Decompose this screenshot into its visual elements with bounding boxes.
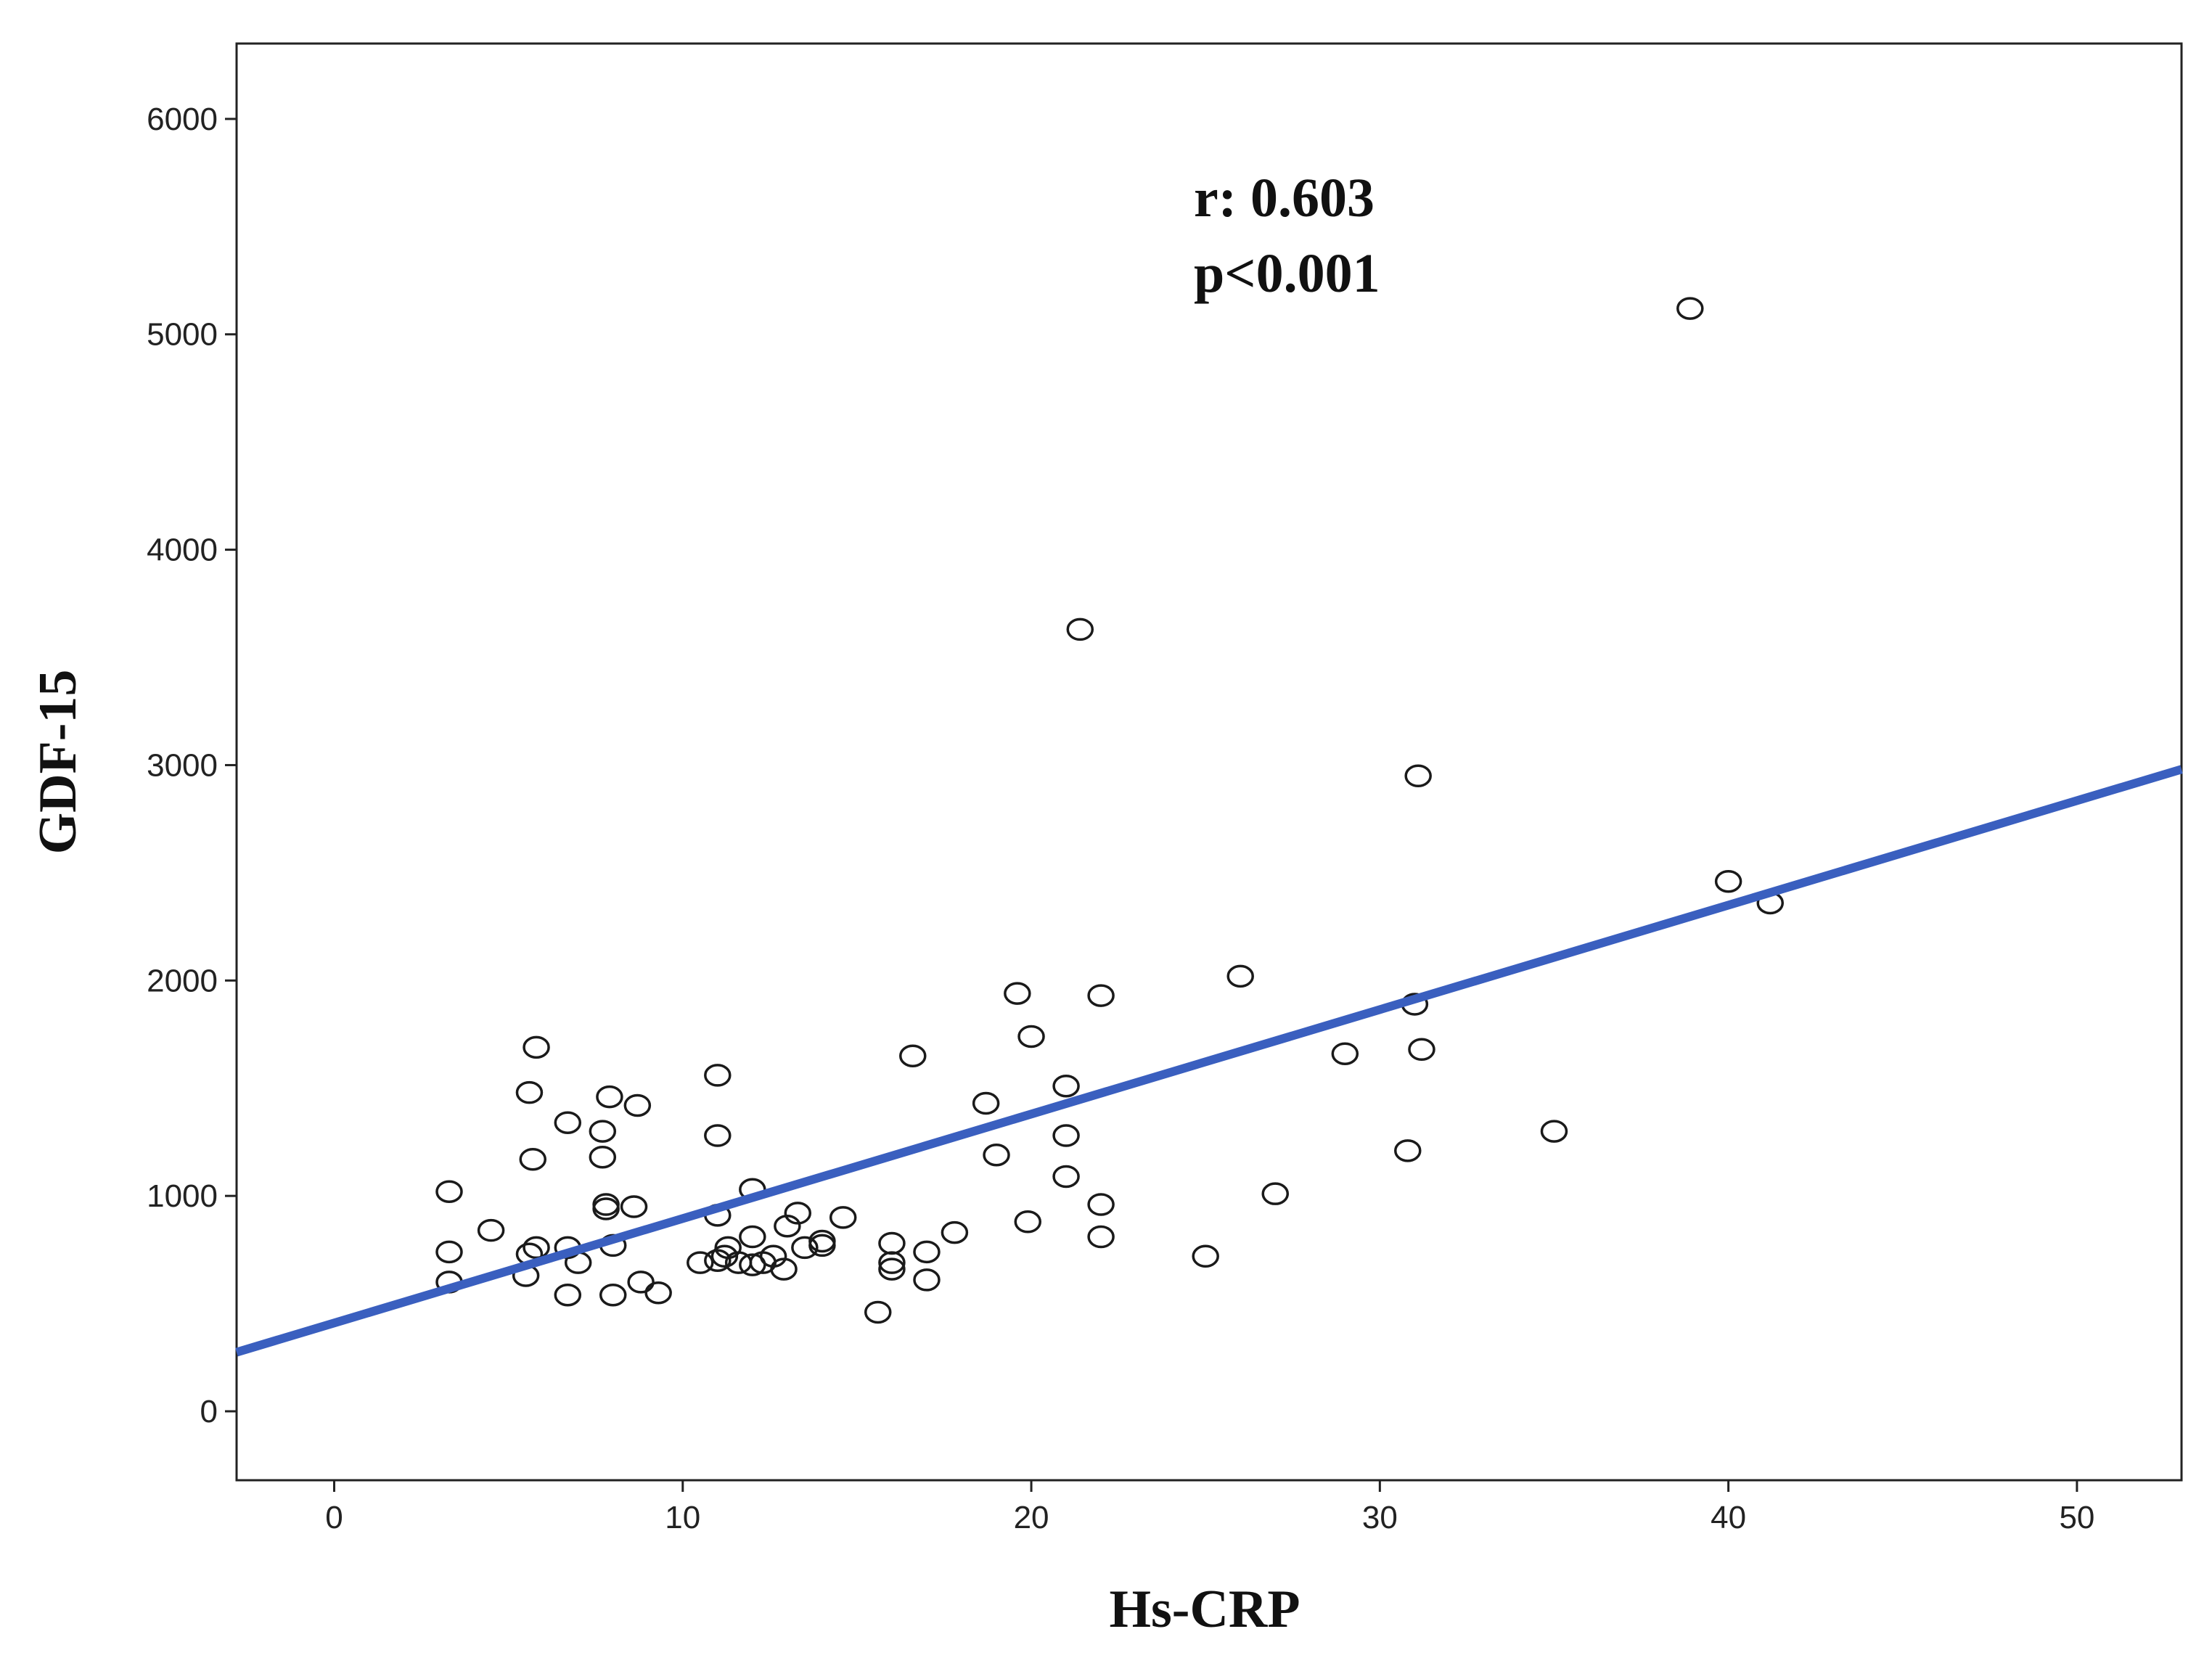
y-tick-label: 4000 [147,533,218,568]
data-point [1331,1042,1359,1065]
x-tick-label: 10 [665,1500,700,1535]
data-point [523,1236,550,1260]
data-point [523,1035,550,1059]
data-point [1052,1165,1080,1189]
data-point [1394,1139,1422,1162]
data-points [435,297,1785,1324]
data-point [623,1093,652,1117]
data-point [627,1271,655,1294]
data-point [878,1231,906,1255]
data-point [784,1202,812,1225]
data-point [1004,982,1031,1005]
data-point [704,1249,732,1272]
annotation-p: p<0.001 [1194,243,1380,304]
data-point [913,1240,941,1264]
data-point [644,1281,672,1305]
data-point [519,1147,546,1171]
data-point [1052,1124,1080,1147]
y-tick-label: 1000 [147,1178,218,1214]
data-point [759,1244,787,1268]
data-point [983,1144,1010,1167]
data-point [1066,617,1094,641]
y-tick-label: 2000 [147,963,218,998]
y-tick-label: 0 [200,1394,218,1429]
data-point [589,1145,617,1169]
data-point [704,1124,732,1147]
data-point [808,1234,836,1257]
data-point [774,1214,801,1238]
data-point [704,1064,732,1087]
data-point [687,1251,714,1274]
data-point [1014,1210,1042,1234]
regression-line [235,765,2183,1357]
data-point [770,1257,798,1281]
data-point [1226,964,1254,988]
y-axis: 0 1000 2000 3000 4000 5000 6000 [147,102,237,1429]
data-point [1404,764,1432,788]
plot-frame [235,42,2183,1482]
data-point [589,1120,617,1143]
data-point [899,1044,927,1067]
data-point [878,1257,906,1281]
x-tick-label: 30 [1362,1500,1398,1535]
x-axis-title: Hs-CRP [1109,1580,1300,1639]
data-point [864,1300,892,1324]
data-point [1540,1120,1568,1143]
data-point [878,1251,906,1274]
x-tick-label: 50 [2059,1500,2094,1535]
y-tick-label: 6000 [147,102,218,137]
data-point [554,1111,582,1134]
data-point [1192,1244,1219,1268]
data-point [739,1225,766,1249]
data-point [620,1195,648,1218]
x-tick-label: 40 [1711,1500,1746,1535]
data-point [941,1220,969,1244]
data-point [791,1236,819,1260]
data-point [435,1180,463,1203]
x-tick-label: 0 [325,1500,343,1535]
x-axis: 0 10 20 30 40 50 [325,1480,2094,1535]
y-tick-label: 3000 [147,747,218,783]
data-point [592,1193,620,1216]
data-point [599,1283,627,1307]
annotation-r: r: 0.603 [1194,168,1375,229]
data-point [515,1080,544,1104]
data-point [1087,1193,1115,1216]
data-point [1052,1075,1080,1098]
data-point [477,1218,505,1242]
data-point [1261,1182,1290,1205]
data-point [972,1091,1000,1115]
data-point [554,1283,582,1307]
data-point [829,1206,857,1229]
data-point [1676,297,1704,320]
data-point [1408,1038,1435,1062]
data-point [1087,1225,1115,1249]
data-point [1087,984,1115,1007]
data-point [596,1085,623,1109]
data-point [1017,1025,1045,1048]
data-point [913,1268,941,1292]
data-point [435,1240,463,1264]
y-axis-title: GDF-15 [28,670,88,855]
y-tick-label: 5000 [147,317,218,353]
data-point [1714,870,1742,893]
x-tick-label: 20 [1014,1500,1049,1535]
